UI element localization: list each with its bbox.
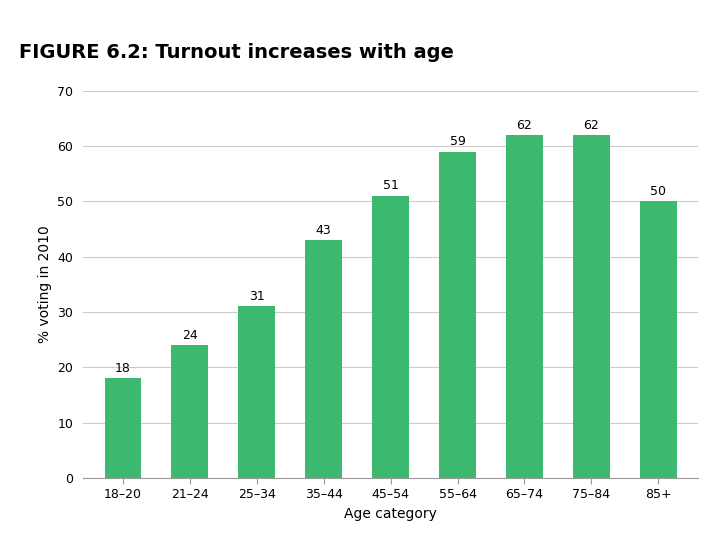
Bar xyxy=(372,196,409,478)
Bar xyxy=(305,240,342,478)
Bar xyxy=(439,152,476,478)
Text: 50: 50 xyxy=(650,185,666,198)
Y-axis label: % voting in 2010: % voting in 2010 xyxy=(37,225,52,343)
X-axis label: Age category: Age category xyxy=(344,507,437,521)
Bar xyxy=(238,306,275,478)
Text: 51: 51 xyxy=(382,179,399,192)
Text: 43: 43 xyxy=(316,224,332,237)
Bar xyxy=(573,135,610,478)
Text: 31: 31 xyxy=(249,290,265,303)
Text: FIGURE 6.2: Turnout increases with age: FIGURE 6.2: Turnout increases with age xyxy=(19,43,454,62)
Bar xyxy=(104,379,141,478)
Text: 62: 62 xyxy=(516,119,532,132)
Bar xyxy=(640,201,677,478)
Bar xyxy=(506,135,543,478)
Text: 6.2: 6.2 xyxy=(641,33,700,66)
Text: 62: 62 xyxy=(583,119,599,132)
Text: 18: 18 xyxy=(115,362,131,375)
Text: 24: 24 xyxy=(182,329,198,342)
Text: 59: 59 xyxy=(449,135,465,148)
Bar xyxy=(171,345,208,478)
